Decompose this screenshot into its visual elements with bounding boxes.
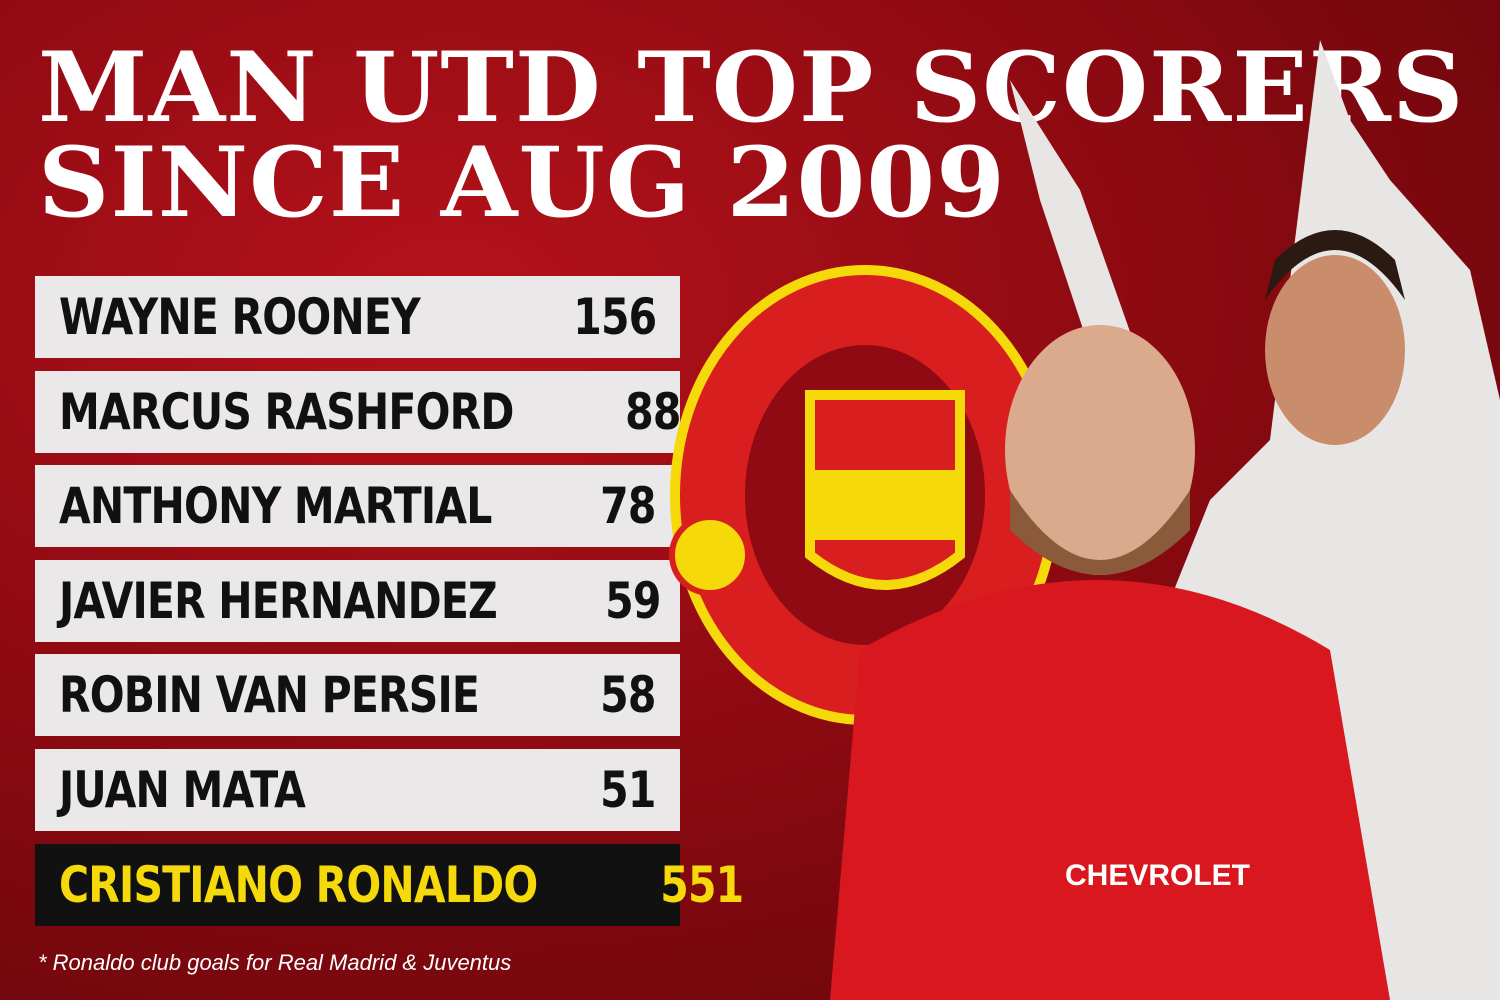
table-row: WAYNE ROONEY 156: [35, 276, 680, 358]
goal-count: 58: [600, 666, 657, 725]
goal-count: 59: [605, 571, 661, 630]
goal-count: 51: [600, 761, 657, 819]
table-row: JAVIER HERNANDEZ 59: [35, 559, 680, 642]
table-row: ROBIN VAN PERSIE 58: [35, 654, 680, 737]
player-name: ANTHONY MARTIAL: [59, 477, 492, 536]
wayne-rooney-photo: CHEVROLET: [830, 325, 1390, 1000]
table-row: MARCUS RASHFORD 88: [35, 370, 682, 453]
table-row: JUAN MATA 51: [35, 749, 680, 831]
table-row: ANTHONY MARTIAL 78: [35, 465, 680, 548]
goal-count: 78: [600, 477, 657, 536]
player-name: WAYNE ROONEY: [59, 288, 421, 346]
player-name: CRISTIANO RONALDO: [59, 855, 538, 914]
footnote: * Ronaldo club goals for Real Madrid & J…: [38, 950, 512, 975]
player-name: JAVIER HERNANDEZ: [59, 571, 498, 630]
svg-text:CHEVROLET: CHEVROLET: [1065, 859, 1250, 892]
player-name: MARCUS RASHFORD: [59, 382, 514, 441]
title-line-1: MAN UTD TOP SCORERS: [38, 31, 1465, 144]
table-row: CRISTIANO RONALDO 551: [35, 843, 745, 926]
goal-count: 88: [625, 382, 682, 441]
title-line-2: SINCE AUG 2009: [38, 126, 1006, 239]
goal-count: 156: [572, 288, 657, 346]
player-name: JUAN MATA: [59, 761, 306, 819]
goal-count: 551: [660, 855, 745, 914]
player-name: ROBIN VAN PERSIE: [59, 666, 480, 725]
